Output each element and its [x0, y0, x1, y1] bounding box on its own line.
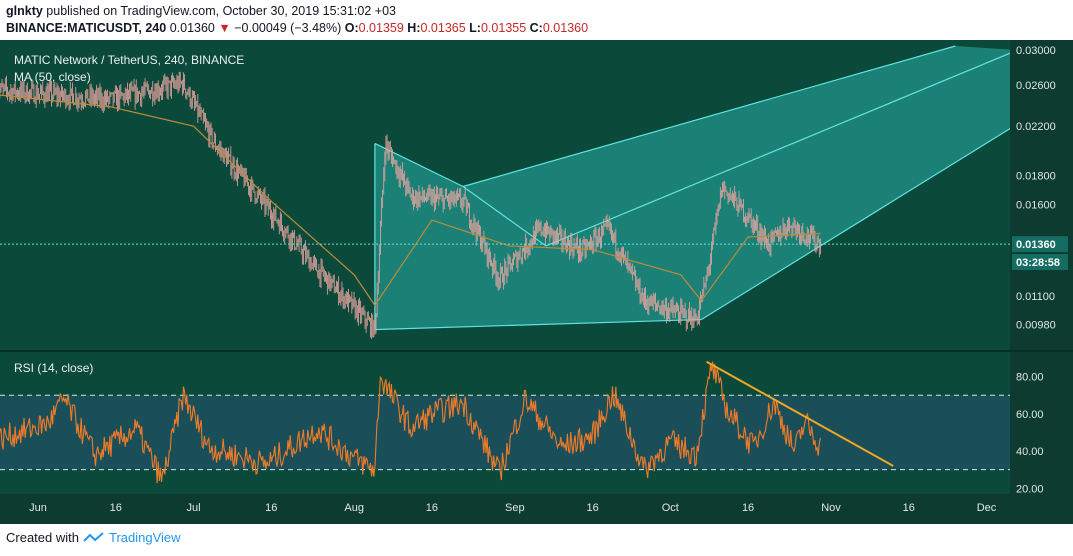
tradingview-logo-icon [83, 531, 104, 542]
ma-legend: MA (50, close) [14, 70, 91, 84]
footer: Created with TradingView [6, 530, 181, 545]
publish-info: glnkty published on TradingView.com, Oct… [6, 4, 396, 18]
current-price-tag-label: 0.01360 [1016, 239, 1056, 251]
price-axis-labels: 0.03000 0.02600 0.02200 0.01800 0.01600 0.011… [1016, 45, 1056, 331]
rsi-tick-label: 40.00 [1016, 446, 1044, 458]
author-name[interactable]: glnkty [6, 4, 43, 18]
rsi-trendline[interactable] [706, 360, 894, 467]
open-value: 0.01359 [358, 21, 404, 35]
price-tick-label: 0.01100 [1016, 291, 1055, 303]
open-label: O: [344, 21, 359, 35]
price-tick-label: 0.01600 [1016, 199, 1056, 211]
price-tick-label: 0.00980 [1016, 320, 1056, 332]
countdown-label: 03:28:58 [1016, 257, 1060, 269]
rsi-axis-labels: 80.00 60.00 40.00 20.00 [1016, 372, 1044, 496]
price-tick-label: 0.02600 [1016, 80, 1056, 92]
chart-canvas[interactable]: 0.03000 0.02600 0.02200 0.01800 0.01600 0.011… [0, 40, 1073, 524]
close-label: C: [529, 21, 543, 35]
price-legend-title: MATIC Network / TetherUS, 240, BINANCE [14, 53, 244, 67]
rsi-tick-label: 80.00 [1016, 372, 1044, 384]
time-tick-label: Jun [29, 502, 47, 514]
channel-lower-line [374, 318, 702, 331]
candlestick-series [0, 71, 821, 339]
price-change: −0.00049 (−3.48%) [234, 21, 342, 35]
last-price: 0.01360 [169, 21, 215, 35]
ma-50-line [0, 94, 821, 307]
time-tick-label: Jul [186, 502, 200, 514]
time-axis[interactable] [0, 494, 1010, 524]
rsi-legend: RSI (14, close) [14, 361, 93, 375]
time-tick-label: Nov [821, 502, 841, 514]
rsi-band-lines [0, 394, 1010, 471]
countdown-tag [1012, 254, 1068, 270]
price-tick-label: 0.03000 [1016, 45, 1056, 57]
time-tick-label: 16 [742, 502, 754, 514]
close-value: 0.01360 [542, 21, 589, 35]
time-tick-label: 16 [265, 502, 277, 514]
time-tick-label: 16 [426, 502, 438, 514]
channel-lower-line [701, 123, 1018, 321]
price-axis[interactable] [1010, 40, 1073, 524]
low-label: L: [469, 21, 481, 35]
price-tick-label: 0.01800 [1016, 170, 1056, 182]
rsi-line [0, 361, 821, 484]
symbol-interval: BINANCE:MATICUSDT, 240 [6, 21, 167, 35]
current-price-tag [1012, 236, 1068, 253]
tradingview-brand[interactable]: TradingView [108, 530, 181, 545]
time-axis-labels: Jun 16 Jul 16 Aug 16 Sep 16 Oct 16 Nov 16 Dec [29, 502, 997, 514]
down-arrow-icon: ▼ [218, 21, 231, 35]
rsi-tick-label: 60.00 [1016, 409, 1044, 421]
high-label: H: [407, 21, 421, 35]
channel-parallel-line [545, 49, 1018, 247]
rsi-tick-label: 20.00 [1016, 483, 1044, 495]
created-with-text: Created with [6, 530, 79, 545]
high-value: 0.01365 [420, 21, 466, 35]
price-tick-label: 0.02200 [1016, 121, 1056, 133]
low-value: 0.01355 [480, 21, 527, 35]
channel-edge-line [462, 186, 547, 247]
time-tick-label: Oct [662, 502, 679, 514]
symbol-info: BINANCE:MATICUSDT, 240 0.01360 ▼ −0.0004… [6, 21, 588, 35]
time-tick-label: 16 [110, 502, 122, 514]
time-tick-label: Aug [344, 502, 364, 514]
time-tick-label: Sep [505, 502, 525, 514]
channel-parallel-line [462, 45, 956, 188]
time-tick-label: 16 [903, 502, 915, 514]
publish-text: published on TradingView.com, October 30… [46, 4, 396, 18]
time-tick-label: 16 [586, 502, 598, 514]
time-tick-label: Dec [977, 502, 997, 514]
